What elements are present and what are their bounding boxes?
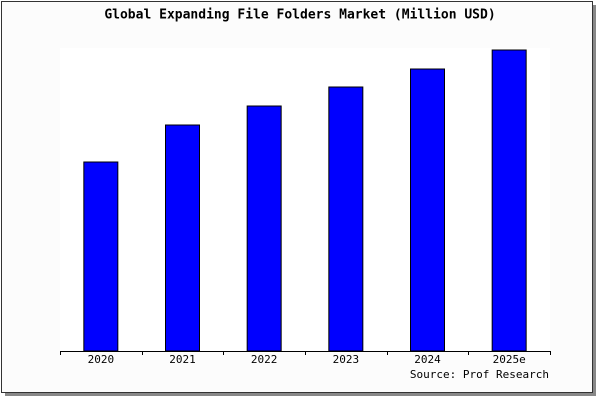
x-tick-label: 2020 <box>88 353 115 366</box>
x-tick-label: 2023 <box>333 353 360 366</box>
x-tick-label: 2024 <box>414 353 441 366</box>
plot-area <box>60 48 550 351</box>
x-tick-label: 2021 <box>169 353 196 366</box>
bar <box>491 49 527 352</box>
x-tick-label: 2022 <box>251 353 278 366</box>
chart-title: Global Expanding File Folders Market (Mi… <box>104 8 495 23</box>
bar <box>410 68 445 352</box>
bar <box>328 86 364 352</box>
bar <box>83 161 119 352</box>
bar <box>165 124 200 352</box>
bar <box>246 105 282 352</box>
source-note: Source: Prof Research <box>410 368 549 381</box>
x-tick-label: 2025e <box>493 353 526 366</box>
